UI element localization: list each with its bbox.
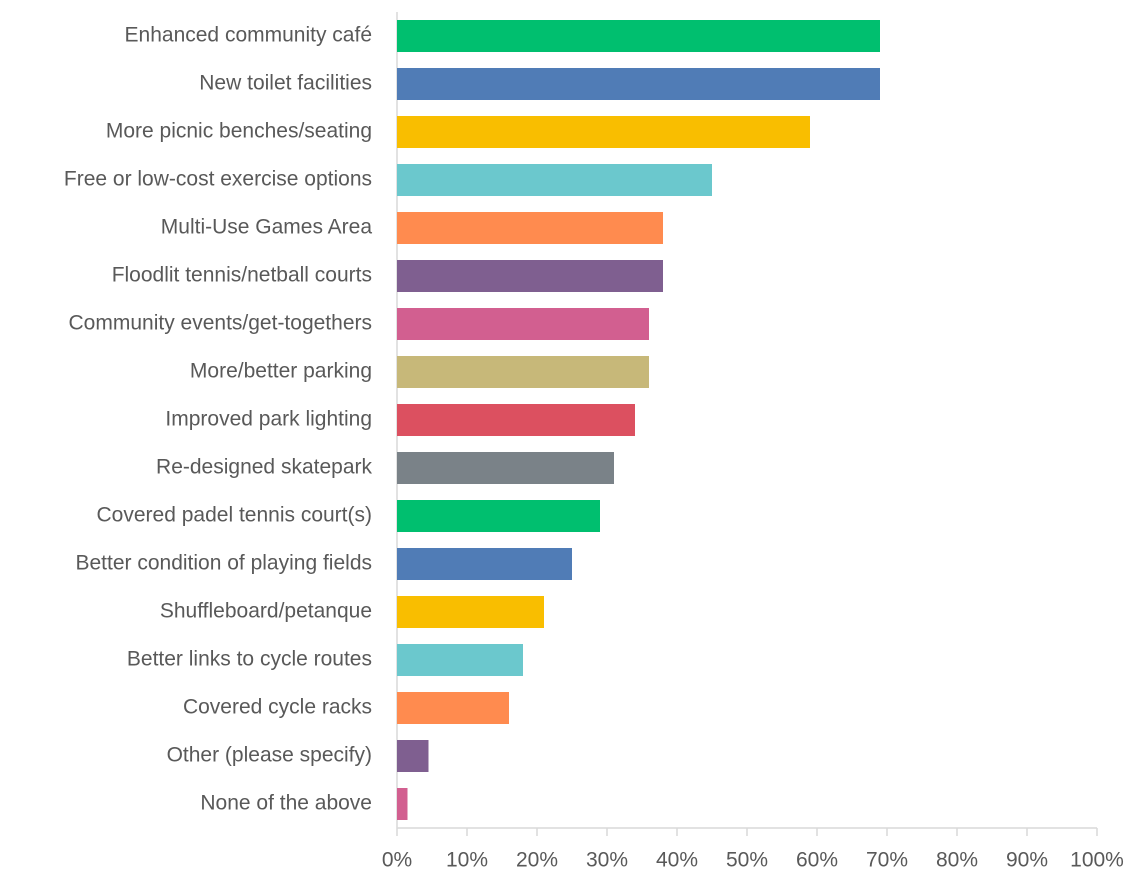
y-tick-label: Improved park lighting	[165, 408, 372, 431]
bar	[397, 740, 429, 772]
bar	[397, 692, 509, 724]
bar	[397, 164, 712, 196]
bar	[397, 308, 649, 340]
y-tick-label: Floodlit tennis/netball courts	[112, 264, 372, 287]
bar	[397, 68, 880, 100]
y-tick-label: New toilet facilities	[199, 72, 372, 95]
bar	[397, 452, 614, 484]
y-tick-label: Better condition of playing fields	[75, 552, 372, 575]
y-tick-label: Multi-Use Games Area	[161, 216, 373, 239]
bar	[397, 356, 649, 388]
y-tick-label: Re-designed skatepark	[156, 456, 372, 479]
y-tick-label: Shuffleboard/petanque	[160, 600, 372, 623]
x-tick-label: 10%	[446, 849, 488, 872]
bar	[397, 404, 635, 436]
y-tick-label: Covered padel tennis court(s)	[97, 504, 372, 527]
x-tick-label: 70%	[866, 849, 908, 872]
x-tick-label: 30%	[586, 849, 628, 872]
x-tick-label: 80%	[936, 849, 978, 872]
y-tick-label: Covered cycle racks	[183, 696, 372, 719]
y-tick-label: Free or low-cost exercise options	[64, 168, 372, 191]
y-tick-label: Other (please specify)	[167, 744, 372, 767]
y-tick-label: None of the above	[200, 792, 372, 815]
x-tick-label: 90%	[1006, 849, 1048, 872]
x-tick-label: 100%	[1070, 849, 1124, 872]
y-tick-label: More/better parking	[190, 360, 372, 383]
bar	[397, 644, 523, 676]
x-tick-label: 0%	[382, 849, 412, 872]
bar	[397, 788, 408, 820]
x-tick-label: 40%	[656, 849, 698, 872]
bar	[397, 212, 663, 244]
bar	[397, 500, 600, 532]
bar	[397, 20, 880, 52]
bar	[397, 596, 544, 628]
y-tick-label: Community events/get-togethers	[69, 312, 372, 335]
x-tick-label: 20%	[516, 849, 558, 872]
y-tick-label: Better links to cycle routes	[127, 648, 372, 671]
bar	[397, 116, 810, 148]
x-tick-label: 50%	[726, 849, 768, 872]
x-tick-label: 60%	[796, 849, 838, 872]
y-tick-label: More picnic benches/seating	[106, 120, 372, 143]
y-tick-label: Enhanced community café	[125, 24, 372, 47]
bar	[397, 260, 663, 292]
bar	[397, 548, 572, 580]
